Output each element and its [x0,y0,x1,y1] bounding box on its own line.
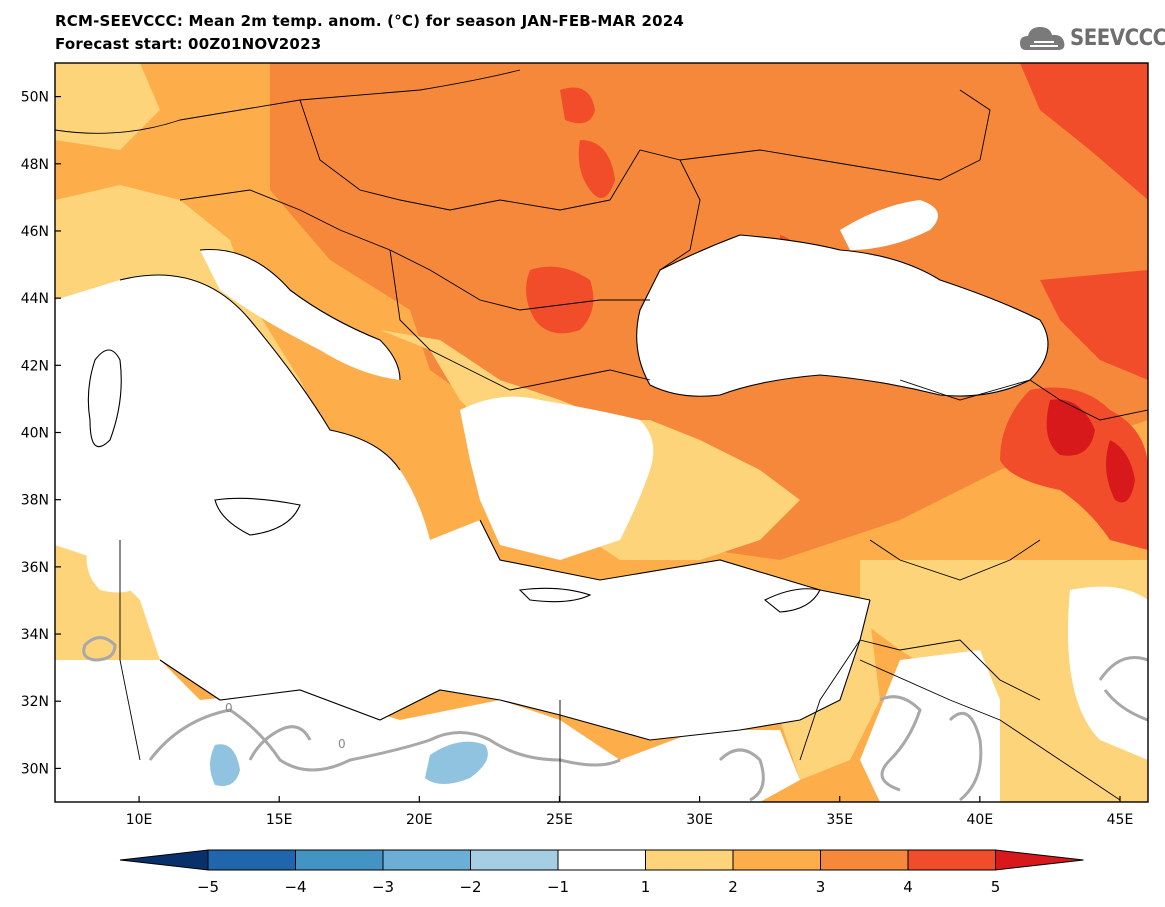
lat-label: 36N [21,560,49,576]
lon-label: 45E [1107,812,1134,828]
lon-label: 20E [406,812,433,828]
anomaly-near-zero-zone-arabia [860,650,1000,802]
colorbar-end-low [119,849,209,871]
colorbar-tick-label: −2 [459,878,481,896]
zero-contours [82,636,1148,802]
lat-label: 48N [21,157,49,173]
colorbar-segment [557,849,646,871]
lon-label: 10E [126,812,153,828]
coastlines [87,234,1049,741]
lat-label: 38N [21,493,49,509]
anomaly-near-zero-zone-libya [55,660,800,802]
adriatic-sea [200,249,400,380]
seevccc-logo: SEEVCCC [1018,22,1165,56]
lon-label: 40E [967,812,994,828]
colorbar-tick-label: 4 [903,878,913,896]
contour-label: 0 [225,701,233,715]
colorbar-tick-label: 3 [816,878,826,896]
longitude-axis: 10E 15E 20E 25E 30E 35E 40E 45E [126,796,1134,828]
lon-label: 30E [686,812,713,828]
colorbar-tick-label: −3 [372,878,394,896]
anomaly-4-5-patch [578,140,615,198]
black-sea [636,235,1048,397]
lon-label: 15E [266,812,293,828]
anomaly-4-5-patch [560,87,595,124]
anomaly-4-5-patch-north [1020,63,1148,200]
map-title: RCM-SEEVCCC: Mean 2m temp. anom. (°C) fo… [55,12,684,30]
cloud-icon [1020,27,1065,50]
logo-text: SEEVCCC [1070,26,1165,51]
lat-label: 50N [21,90,49,106]
anomaly-4-5-patch-eastern-turkey [1000,387,1148,550]
latitude-axis: 50N 48N 46N 44N 42N 40N 38N 36N 34N 32N 30N [21,90,61,777]
lat-label: 30N [21,761,49,777]
lat-label: 32N [21,694,49,710]
colorbar-segment [382,849,471,871]
lon-label: 25E [546,812,573,828]
lat-label: 42N [21,358,49,374]
colorbar-tick-label: −1 [547,878,569,896]
colorbar-tick-label: 2 [728,878,738,896]
colorbar-segment [207,849,296,871]
colorbar-segment [907,849,996,871]
lat-label: 40N [21,426,49,442]
lon-label: 35E [826,812,853,828]
sea-of-azov [840,200,938,250]
colorbar: −5 −4 −3 −2 −1 1 2 3 4 5 [119,849,1084,896]
anomaly-4-5-patch-caucasus [1040,270,1148,380]
anomaly-4-5-patch-romania [526,266,594,334]
lat-label: 44N [21,291,49,307]
colorbar-segment [820,849,909,871]
anomaly-minus-1-2-patch [425,741,488,784]
colorbar-segment [645,849,734,871]
colorbar-tick-label: 1 [641,878,651,896]
colorbar-end-high [995,849,1084,871]
anomaly-above-5-patch [1106,440,1135,503]
forecast-start-label: Forecast start: 00Z01NOV2023 [55,35,322,53]
colorbar-segment [295,849,384,871]
anomaly-minus-1-2-patch [210,744,240,786]
anomaly-above-5-patch [1046,399,1095,456]
lat-label: 46N [21,224,49,240]
anomaly-1-2-zone [55,63,160,150]
colorbar-segment [470,849,559,871]
colorbar-tick-label: −4 [284,878,306,896]
colorbar-segment [732,849,821,871]
colorbar-tick-label: 5 [991,878,1001,896]
mediterranean-sea [55,275,870,740]
anomaly-near-zero-zone-iraq [1068,586,1148,760]
aegean-sea [460,396,654,560]
map-content: 0 0 [55,63,1148,802]
lat-label: 34N [21,627,49,643]
country-borders [55,69,1148,802]
colorbar-tick-label: −5 [197,878,219,896]
contour-label: 0 [338,737,346,751]
